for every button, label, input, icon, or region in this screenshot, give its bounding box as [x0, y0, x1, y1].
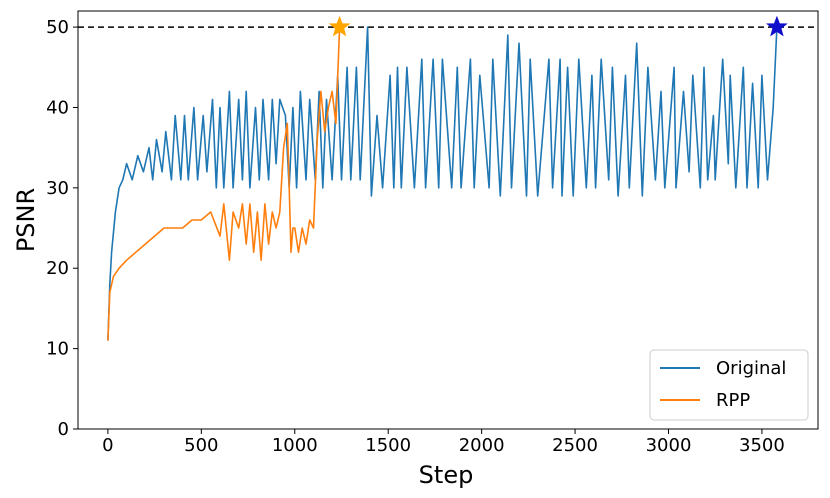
y-tick-label: 30 — [46, 178, 69, 199]
original-star-marker — [766, 15, 788, 37]
legend: Original RPP — [649, 349, 809, 421]
series-line-rpp — [107, 27, 341, 341]
legend-label-rpp: RPP — [716, 390, 750, 411]
x-tick-label: 2000 — [459, 435, 505, 456]
y-tick-label: 10 — [46, 339, 69, 360]
x-tick-label: 0 — [102, 435, 113, 456]
y-axis-label: PSNR — [12, 188, 40, 252]
x-tick-label: 1000 — [272, 435, 318, 456]
x-tick-label: 3500 — [739, 435, 785, 456]
x-tick-label: 1500 — [365, 435, 411, 456]
series-lines — [107, 26, 778, 341]
y-tick-label: 20 — [46, 258, 69, 279]
plot-frame — [77, 10, 819, 430]
rpp-star-marker — [328, 15, 351, 37]
y-tick-label: 40 — [46, 97, 69, 118]
x-axis-ticks: 0 500 1000 1500 2000 2500 3000 3500 — [102, 429, 785, 456]
y-axis-ticks: 0 10 20 30 40 50 — [46, 17, 78, 440]
x-axis-label: Step — [419, 461, 474, 489]
x-tick-label: 2500 — [552, 435, 598, 456]
x-tick-label: 3000 — [646, 435, 692, 456]
y-tick-label: 0 — [58, 419, 69, 440]
x-tick-label: 500 — [184, 435, 218, 456]
legend-label-original: Original — [716, 358, 786, 379]
series-markers — [328, 15, 788, 37]
series-line-original — [107, 26, 778, 341]
y-tick-label: 50 — [46, 17, 69, 38]
